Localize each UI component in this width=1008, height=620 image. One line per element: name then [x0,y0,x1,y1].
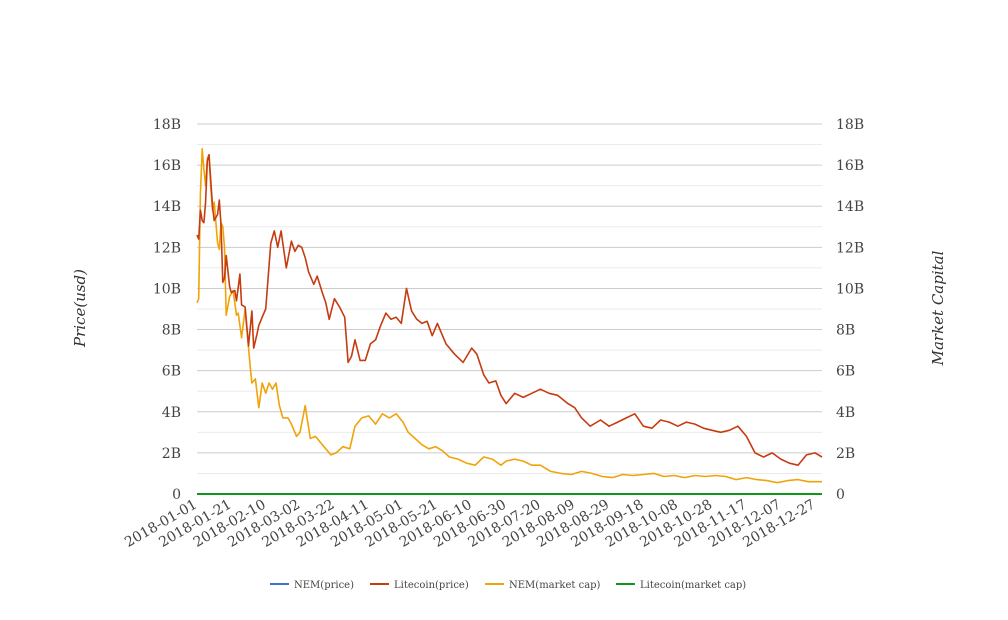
legend-item[interactable]: Litecoin(market cap) [616,580,746,591]
y-tick-label-left: 16B [153,158,181,174]
y-tick-label-left: 10B [153,281,181,297]
legend-item[interactable]: NEM(market cap) [485,580,601,591]
legend: NEM(price) Litecoin(price) NEM(market cap)… [270,580,746,591]
y-tick-label-right: 4B [836,405,855,421]
y-tick-label-right: 16B [836,158,864,174]
y-tick-label-right: 12B [836,240,864,256]
y-tick-label-left: 6B [162,364,181,380]
y-tick-label-left: 18B [153,117,181,133]
y-axis-right-title: Market Capital [929,250,947,366]
y-tick-label-left: 14B [153,199,181,215]
y-axis-right: 0 2B 4B 6B 8B 10B 12B 14B 16B 18B [836,117,864,503]
y-tick-label-right: 18B [836,117,864,133]
y-axis-left: 0 2B 4B 6B 8B 10B 12B 14B 16B 18B [153,117,181,503]
y-tick-label-left: 0 [172,487,181,503]
legend-item[interactable]: NEM(price) [270,580,354,591]
y-tick-label-right: 2B [836,446,855,462]
y-tick-label-left: 2B [162,446,181,462]
series-lines [196,147,823,495]
legend-item[interactable]: Litecoin(price) [370,580,469,591]
series-line-litecoin-price [196,154,823,467]
y-tick-label-right: 8B [836,323,855,339]
legend-label: NEM(market cap) [509,580,601,591]
y-tick-label-right: 10B [836,281,864,297]
x-axis: 2018-01-012018-01-212018-02-102018-03-02… [122,497,818,551]
y-tick-label-right: 0 [836,487,845,503]
series-line-nem-market-cap [196,147,822,484]
legend-label: Litecoin(price) [394,580,469,591]
y-tick-label-left: 4B [162,405,181,421]
y-tick-label-right: 14B [836,199,864,215]
y-axis-left-title: Price(usd) [71,269,89,348]
legend-label: NEM(price) [294,580,354,591]
y-tick-label-left: 8B [162,323,181,339]
y-tick-label-right: 6B [836,364,855,380]
gridlines [197,123,822,474]
legend-label: Litecoin(market cap) [640,580,746,591]
y-tick-label-left: 12B [153,240,181,256]
